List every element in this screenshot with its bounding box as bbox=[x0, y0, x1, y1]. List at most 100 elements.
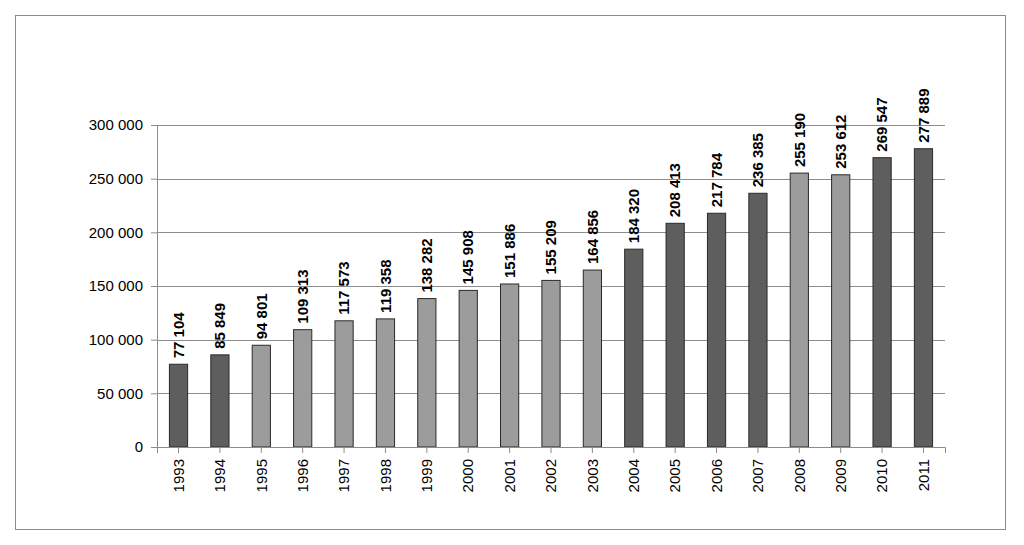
x-tick-label: 2006 bbox=[708, 459, 725, 492]
y-tick: 300 000 bbox=[89, 116, 157, 133]
x-tick: 2009 bbox=[832, 447, 849, 492]
x-tick: 2007 bbox=[749, 447, 766, 492]
x-tick-label: 1994 bbox=[211, 459, 228, 492]
bar bbox=[583, 270, 601, 447]
y-axis-line bbox=[151, 126, 158, 448]
data-label: 151 886 bbox=[501, 224, 518, 278]
x-tick: 1998 bbox=[377, 447, 394, 492]
bar bbox=[418, 299, 436, 447]
y-tick-mark bbox=[151, 125, 157, 126]
x-tick: 2005 bbox=[666, 447, 683, 492]
data-label: 109 313 bbox=[294, 269, 311, 323]
x-tick-mark bbox=[551, 447, 552, 453]
x-tick-mark bbox=[675, 447, 676, 453]
x-tick: 2001 bbox=[501, 447, 518, 492]
bar bbox=[376, 319, 394, 447]
data-label: 85 849 bbox=[211, 303, 228, 349]
bar bbox=[666, 223, 684, 447]
y-tick: 150 000 bbox=[89, 277, 157, 294]
y-tick: 250 000 bbox=[89, 170, 157, 187]
x-tick-mark bbox=[757, 447, 758, 453]
x-tick-label: 1995 bbox=[253, 459, 270, 492]
x-tick-mark bbox=[799, 447, 800, 453]
y-tick-label: 300 000 bbox=[89, 116, 143, 133]
x-tick-label: 2008 bbox=[791, 459, 808, 492]
x-tick: 2002 bbox=[542, 447, 559, 492]
data-label: 277 889 bbox=[915, 88, 932, 142]
x-tick-mark bbox=[882, 447, 883, 453]
x-tick-mark bbox=[219, 447, 220, 453]
bar bbox=[749, 193, 767, 447]
data-labels: 77 10485 84994 801109 313117 573119 3581… bbox=[170, 88, 932, 358]
x-tick-label: 1997 bbox=[335, 459, 352, 492]
x-tick-mark bbox=[509, 447, 510, 453]
x-tick-label: 2011 bbox=[915, 459, 932, 491]
chart-frame bbox=[16, 16, 1006, 530]
y-tick-mark bbox=[151, 393, 157, 394]
x-tick-label: 1998 bbox=[377, 459, 394, 492]
x-tick-label: 2002 bbox=[542, 459, 559, 492]
x-tick: 2006 bbox=[708, 447, 725, 492]
x-tick: 1993 bbox=[170, 447, 187, 492]
bars bbox=[169, 149, 932, 447]
x-tick-mark bbox=[261, 447, 262, 453]
x-tick-label: 2009 bbox=[832, 459, 849, 492]
bar bbox=[501, 284, 519, 447]
bar bbox=[914, 149, 932, 447]
x-tick: 1995 bbox=[253, 447, 270, 492]
x-tick-label: 1999 bbox=[418, 459, 435, 492]
grid-line bbox=[157, 179, 945, 180]
x-tick: 2010 bbox=[873, 447, 890, 492]
bar bbox=[542, 280, 560, 447]
x-tick-mark bbox=[633, 447, 634, 453]
y-tick-label: 150 000 bbox=[89, 277, 143, 294]
y-tick-label: 250 000 bbox=[89, 170, 143, 187]
bar bbox=[873, 158, 891, 447]
bar bbox=[252, 345, 270, 447]
y-tick: 50 000 bbox=[97, 385, 157, 402]
y-tick: 100 000 bbox=[89, 331, 157, 348]
x-tick: 2004 bbox=[625, 447, 642, 492]
x-axis-line bbox=[158, 448, 946, 454]
data-label: 184 320 bbox=[625, 189, 642, 243]
x-tick-mark bbox=[468, 447, 469, 453]
bar bbox=[459, 290, 477, 447]
x-tick: 1999 bbox=[418, 447, 435, 492]
x-tick-label: 2007 bbox=[749, 459, 766, 492]
y-tick-mark bbox=[151, 286, 157, 287]
grid-line bbox=[157, 125, 945, 126]
x-axis: 1993 1994 1995 1996 1997 1998 1999 2000 2001 2002… bbox=[158, 447, 946, 492]
y-tick-mark bbox=[151, 232, 157, 233]
x-tick-label: 2010 bbox=[873, 459, 890, 492]
data-label: 138 282 bbox=[418, 238, 435, 292]
x-tick-label: 1996 bbox=[294, 459, 311, 492]
data-label: 255 190 bbox=[791, 113, 808, 167]
x-tick-mark bbox=[716, 447, 717, 453]
data-label: 164 856 bbox=[584, 210, 601, 264]
x-tick-mark bbox=[385, 447, 386, 453]
x-tick-mark bbox=[344, 447, 345, 453]
bar bbox=[790, 173, 808, 447]
data-label: 236 385 bbox=[749, 133, 766, 187]
y-tick-mark bbox=[151, 340, 157, 341]
x-tick-label: 2003 bbox=[584, 459, 601, 492]
x-tick-mark bbox=[923, 447, 924, 453]
x-tick: 2000 bbox=[459, 447, 476, 492]
x-tick: 1996 bbox=[294, 447, 311, 492]
y-tick-label: 0 bbox=[135, 438, 143, 455]
data-label: 208 413 bbox=[666, 163, 683, 217]
x-tick-label: 1993 bbox=[170, 459, 187, 492]
data-label: 217 784 bbox=[708, 152, 725, 207]
data-label: 155 209 bbox=[542, 220, 559, 274]
x-tick-label: 2001 bbox=[501, 459, 518, 492]
x-tick: 2011 bbox=[915, 447, 932, 491]
y-tick: 200 000 bbox=[89, 224, 157, 241]
bar bbox=[832, 175, 850, 447]
data-label: 117 573 bbox=[335, 261, 352, 314]
x-tick-mark bbox=[302, 447, 303, 453]
y-tick-mark bbox=[151, 179, 157, 180]
x-tick: 1997 bbox=[335, 447, 352, 492]
y-axis: 0 50 000 100 000 150 000 200 000 250 000 300 0… bbox=[89, 116, 158, 455]
bar bbox=[625, 249, 643, 447]
x-tick-mark bbox=[178, 447, 179, 453]
